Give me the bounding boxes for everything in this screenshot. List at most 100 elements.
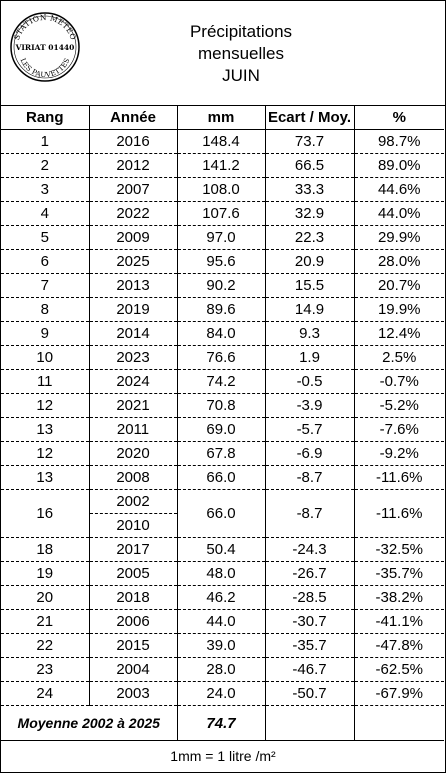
table-cell: 20.7%: [354, 273, 444, 298]
table-cell: -3.9: [265, 393, 355, 418]
table-cell: 76.6: [177, 345, 266, 370]
table-cell: 33.3: [265, 177, 355, 202]
table-cell: 2016: [89, 129, 178, 154]
table-cell: 50.4: [177, 537, 266, 562]
table-row: 3 2007 108.0 33.3 44.6%: [1, 177, 444, 202]
table-cell: 74.2: [177, 369, 266, 394]
table-cell: 2014: [89, 321, 178, 346]
table-cell: -67.9%: [354, 681, 444, 706]
col-header-rang: Rang: [1, 106, 90, 130]
table-cell: 67.8: [177, 441, 266, 466]
table-cell: 4: [1, 201, 90, 226]
table-cell: -24.3: [265, 537, 355, 562]
table-cell: -7.6%: [354, 417, 444, 442]
table-cell: -46.7: [265, 657, 355, 682]
table-header-row: Rang Année mm Ecart / Moy. %: [1, 106, 444, 130]
table-cell: 44.0: [177, 609, 266, 634]
table-cell: -5.2%: [354, 393, 444, 418]
table-cell: 89.6: [177, 297, 266, 322]
table-cell: 12.4%: [354, 321, 444, 346]
table-cell: 1: [1, 129, 90, 154]
table-cell: 48.0: [177, 561, 266, 586]
table-cell: -6.9: [265, 441, 355, 466]
table-cell: -9.2%: [354, 441, 444, 466]
header: STATION METEO LES PAUVETTES VIRIAT 01440…: [1, 1, 445, 106]
col-header-ecart: Ecart / Moy.: [265, 106, 355, 130]
table-cell: 20: [1, 585, 90, 610]
table-cell: 73.7: [265, 129, 355, 154]
table-cell: 5: [1, 225, 90, 250]
table-cell: 16: [1, 489, 90, 538]
table-cell: 2.5%: [354, 345, 444, 370]
table-cell: 3: [1, 177, 90, 202]
table-cell: -8.7: [265, 489, 355, 538]
table-cell: 12: [1, 441, 90, 466]
table-cell: 32.9: [265, 201, 355, 226]
table-cell: 98.7%: [354, 129, 444, 154]
table-row: 13 2011 69.0 -5.7 -7.6%: [1, 417, 444, 442]
table-cell: 2004: [89, 657, 178, 682]
table-row: 9 2014 84.0 9.3 12.4%: [1, 321, 444, 346]
table-cell: -8.7: [265, 465, 355, 490]
table-cell: 20.9: [265, 249, 355, 274]
table-cell: 70.8: [177, 393, 266, 418]
table-cell: 13: [1, 465, 90, 490]
table-row: 22 2015 39.0 -35.7 -47.8%: [1, 633, 444, 658]
table-cell: 141.2: [177, 153, 266, 178]
table-cell: 2012: [89, 153, 178, 178]
table-cell: 23: [1, 657, 90, 682]
table-cell: -32.5%: [354, 537, 444, 562]
table-cell: 44.0%: [354, 201, 444, 226]
table-row: 12 2021 70.8 -3.9 -5.2%: [1, 393, 444, 418]
table-row: 1 2016 148.4 73.7 98.7%: [1, 129, 444, 154]
table-cell: -28.5: [265, 585, 355, 610]
title-line-1: Précipitations: [189, 22, 293, 41]
table-cell: 24.0: [177, 681, 266, 706]
col-header-annee: Année: [89, 106, 178, 130]
empty-cell: [354, 705, 444, 741]
unit-note: 1mm = 1 litre /m²: [170, 748, 276, 764]
table-cell: 28.0%: [354, 249, 444, 274]
table-row: 6 2025 95.6 20.9 28.0%: [1, 249, 444, 274]
table-cell: 2015: [89, 633, 178, 658]
ranking-table: Rang Année mm Ecart / Moy. % 1 2016 148.4 7…: [1, 106, 444, 741]
table-cell: 19: [1, 561, 90, 586]
station-stamp-logo: STATION METEO LES PAUVETTES VIRIAT 01440: [10, 12, 80, 82]
table-row: 12 2020 67.8 -6.9 -9.2%: [1, 441, 444, 466]
table-cell: 6: [1, 249, 90, 274]
table-row: 20 2018 46.2 -28.5 -38.2%: [1, 585, 444, 610]
average-label: Moyenne 2002 à 2025: [1, 705, 178, 741]
table-cell: 12: [1, 393, 90, 418]
table-cell: 9.3: [265, 321, 355, 346]
table-cell: 13: [1, 417, 90, 442]
table-cell: 19.9%: [354, 297, 444, 322]
table-cell: 84.0: [177, 321, 266, 346]
table-cell: 90.2: [177, 273, 266, 298]
table-cell: 7: [1, 273, 90, 298]
table-cell: 29.9%: [354, 225, 444, 250]
table-cell: 66.0: [177, 465, 266, 490]
table-cell: 39.0: [177, 633, 266, 658]
table-cell: -38.2%: [354, 585, 444, 610]
title-line-2: mensuelles: [198, 44, 284, 63]
table-cell: 21: [1, 609, 90, 634]
col-header-pct: %: [354, 106, 444, 130]
table-cell: 2011: [89, 417, 178, 442]
table-cell: 2007: [89, 177, 178, 202]
table-cell: -11.6%: [354, 489, 444, 538]
table-cell: 2018: [89, 585, 178, 610]
table-row-merged: 16 2002 66.0 -8.7 -11.6%: [1, 489, 444, 538]
table-cell: 2017: [89, 537, 178, 562]
table-row-merged-2: 2010: [1, 513, 444, 538]
table-cell: 97.0: [177, 225, 266, 250]
table-row: 19 2005 48.0 -26.7 -35.7%: [1, 561, 444, 586]
table-row: 13 2008 66.0 -8.7 -11.6%: [1, 465, 444, 490]
svg-text:VIRIAT 01440: VIRIAT 01440: [15, 43, 75, 52]
table-cell: 14.9: [265, 297, 355, 322]
table-cell: -62.5%: [354, 657, 444, 682]
table-cell: 22: [1, 633, 90, 658]
table-cell: 2009: [89, 225, 178, 250]
table-cell: 2022: [89, 201, 178, 226]
table-cell: 2013: [89, 273, 178, 298]
empty-cell: [265, 705, 355, 741]
